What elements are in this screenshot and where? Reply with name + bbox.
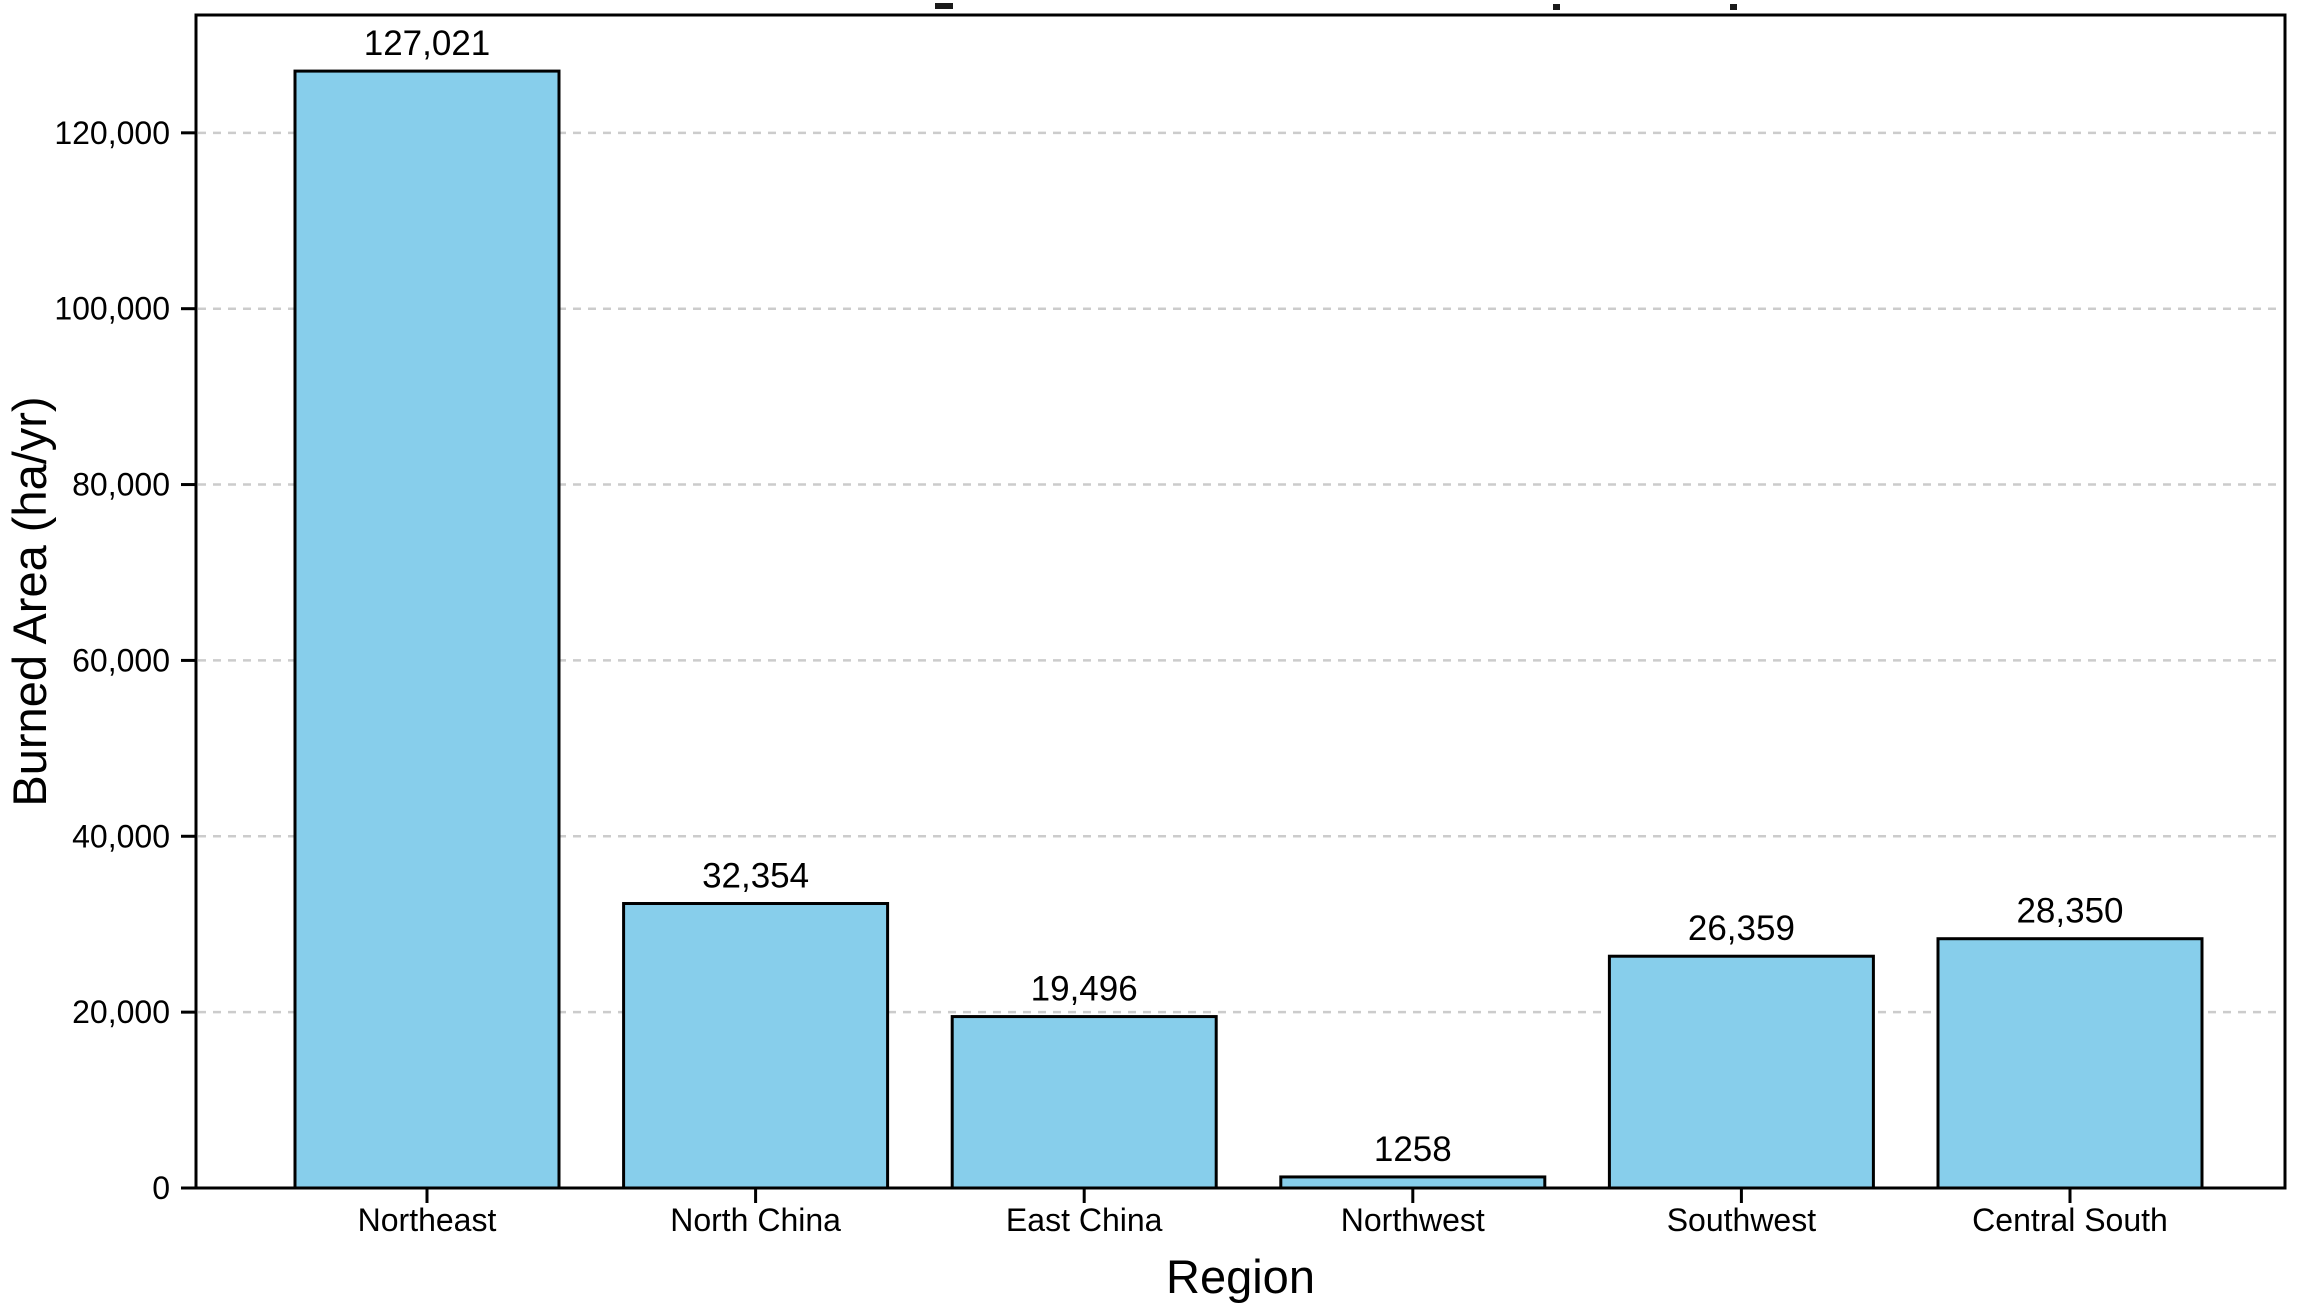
y-tick-label: 20,000 — [72, 994, 170, 1030]
x-tick-label: East China — [1006, 1202, 1163, 1238]
bar-value-label: 26,359 — [1688, 909, 1795, 948]
clipped-title-fragment — [1730, 4, 1737, 10]
bar-east-china — [950, 1015, 1218, 1190]
bar-northeast — [293, 69, 561, 1190]
bar-southwest — [1607, 954, 1875, 1190]
x-tick-label: Southwest — [1667, 1202, 1817, 1238]
bar-value-label: 127,021 — [364, 24, 491, 63]
y-tick-label: 60,000 — [72, 642, 170, 678]
x-tick-label: Northeast — [358, 1202, 497, 1238]
bar-value-label: 28,350 — [2016, 892, 2123, 931]
y-tick-label: 80,000 — [72, 467, 170, 503]
x-tick-label: Central South — [1972, 1202, 2168, 1238]
bar-north-china — [622, 902, 890, 1190]
y-tick-label: 0 — [152, 1170, 170, 1206]
y-tick-label: 120,000 — [54, 115, 170, 151]
bar-value-label: 32,354 — [702, 857, 809, 896]
bar-northwest — [1279, 1175, 1547, 1190]
x-tick-label: Northwest — [1341, 1202, 1485, 1238]
x-axis-title: Region — [1166, 1250, 1315, 1303]
y-tick-label: 40,000 — [72, 818, 170, 854]
bar-central-south — [1936, 937, 2204, 1190]
bar-value-label: 19,496 — [1031, 970, 1138, 1009]
clipped-title-fragment — [1553, 4, 1560, 10]
y-tick-label: 100,000 — [54, 291, 170, 327]
x-tick-label: North China — [670, 1202, 841, 1238]
y-axis-title: Burned Area (ha/yr) — [3, 396, 56, 806]
clipped-title-fragment — [935, 3, 953, 9]
axes-frame — [194, 13, 2287, 1190]
bar-value-label: 1258 — [1374, 1130, 1452, 1169]
